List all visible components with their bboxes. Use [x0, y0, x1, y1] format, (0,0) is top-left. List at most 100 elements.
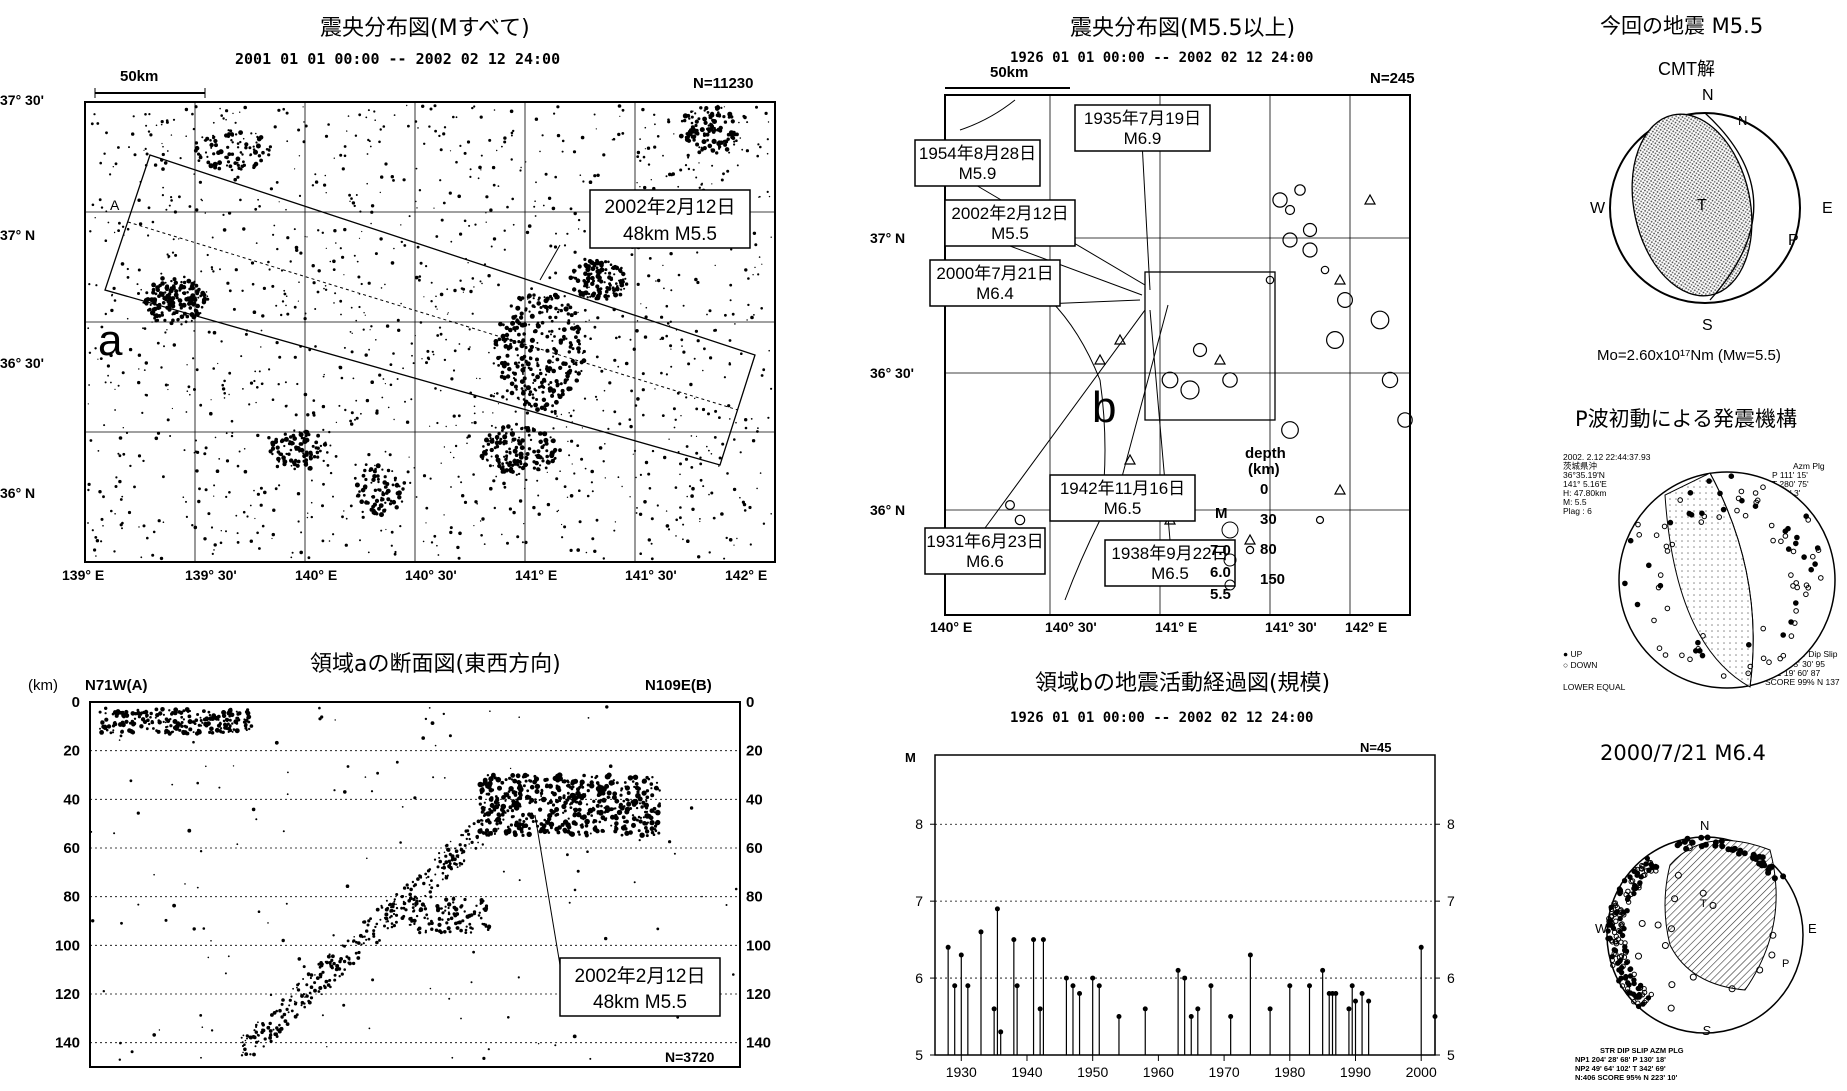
epicenter-point [533, 378, 537, 382]
hypocenter-point [343, 790, 347, 794]
polarity-point [1623, 973, 1629, 980]
epicenter-point [343, 274, 345, 276]
hypocenter-point [517, 976, 520, 979]
epicenter-point [131, 132, 135, 136]
hypocenter-point [119, 734, 123, 738]
hypocenter-point [168, 709, 171, 712]
epicenter-point [354, 134, 358, 137]
hypocenter-point [645, 806, 649, 810]
hypocenter-point [463, 910, 466, 913]
epicenter-point [223, 397, 226, 399]
epicenter-point [521, 541, 524, 544]
panel-b-mag-legend-symbol [1224, 579, 1236, 591]
hypocenter-point [303, 1005, 307, 1009]
cmt-heading: 今回の地震 M5.5 [1600, 14, 1764, 38]
epicenter-point [718, 416, 721, 419]
epicenter-point [194, 105, 198, 109]
event2000-table-1: NP1 204' 28' 68' P 130' 18' [1575, 1055, 1666, 1064]
hypocenter-point [568, 831, 574, 836]
hypocenter-point [233, 719, 239, 725]
hypocenter-point [100, 720, 104, 724]
epicenter-point [574, 370, 578, 374]
epicenter-point [384, 501, 387, 504]
epicenter-point [349, 200, 351, 202]
hypocenter-point [448, 930, 452, 934]
epicenter-point [770, 387, 773, 390]
hypocenter-point [286, 793, 289, 796]
hypocenter-point [444, 909, 447, 912]
epicenter-point [723, 106, 726, 108]
epicenter-point [715, 151, 719, 155]
epicenter-point [255, 386, 259, 389]
epicenter-point [248, 146, 252, 150]
epicenter-point [226, 281, 230, 285]
hypocenter-point [343, 968, 347, 971]
polarity-point [1631, 885, 1637, 892]
epicenter-point [502, 481, 506, 486]
epicenter-point [375, 339, 377, 341]
epicenter-point [539, 405, 545, 410]
epicenter-point [696, 339, 700, 343]
hypocenter-point [620, 833, 624, 837]
panel-b-mag-legend-symbol [1221, 521, 1239, 539]
epicenter-point [543, 304, 548, 309]
hypocenter-point [188, 727, 193, 732]
hypocenter-point [655, 809, 661, 816]
epicenter-point [103, 152, 106, 155]
epicenter-point [370, 481, 373, 484]
polarity-down-point [1754, 497, 1761, 504]
epicenter-point [373, 488, 378, 492]
epicenter-point [243, 105, 247, 110]
polarity-point [1737, 847, 1744, 854]
epicenter-point [285, 111, 289, 115]
epicenter-point [324, 288, 328, 291]
epicenter-point [760, 374, 764, 377]
epicenter-point [503, 485, 507, 489]
epicenter-point [530, 404, 533, 408]
epicenter-point [548, 294, 553, 299]
quake-circle-symbol [1281, 421, 1299, 439]
polarity-down-point [1760, 484, 1766, 490]
epicenter-point [393, 476, 397, 480]
epicenter-point [569, 207, 573, 211]
epicenter-point [524, 487, 526, 490]
quake-marker [1307, 983, 1313, 989]
hypocenter-point [656, 787, 660, 791]
epicenter-point [467, 434, 471, 438]
epicenter-point [528, 300, 532, 304]
epicenter-point [156, 431, 161, 435]
epicenter-point [396, 378, 399, 380]
epicenter-point [479, 377, 481, 380]
epicenter-point [570, 439, 574, 443]
polarity-down-point [1803, 591, 1809, 598]
epicenter-point [199, 294, 203, 298]
hypocenter-point [654, 821, 660, 826]
epicenter-point [513, 458, 516, 461]
epicenter-point [670, 348, 672, 350]
epicenter-point [560, 392, 565, 397]
epicenter-point [726, 169, 730, 173]
epicenter-point [485, 212, 487, 214]
epicenter-point [195, 208, 199, 212]
hypocenter-point [180, 715, 184, 719]
epicenter-point [230, 434, 234, 438]
epicenter-point [430, 541, 434, 544]
hypocenter-point [145, 727, 149, 731]
epicenter-point [519, 311, 524, 316]
epicenter-point [293, 305, 297, 309]
hypocenter-point [254, 1045, 257, 1048]
epicenter-point [448, 191, 452, 195]
epicenter-point [539, 150, 541, 153]
hypocenter-point [637, 829, 641, 833]
polarity-point [1684, 835, 1691, 842]
epicenter-point [656, 504, 659, 507]
epicenter-point [511, 437, 516, 442]
hypocenter-point [600, 828, 605, 833]
hypocenter-point [365, 938, 368, 941]
epicenter-point [519, 462, 523, 466]
panel-b-annotation-date: 1942年11月16日 [1060, 479, 1185, 498]
epicenter-point [473, 421, 477, 425]
epicenter-point [385, 324, 390, 328]
hypocenter-point [282, 830, 285, 833]
epicenter-point [314, 173, 317, 176]
